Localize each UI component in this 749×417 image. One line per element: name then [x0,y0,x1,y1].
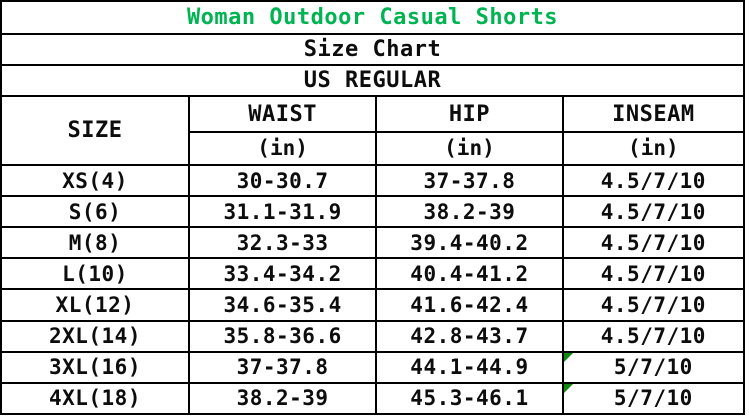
hip-cell: 37-37.8 [375,164,564,198]
inseam-cell: 4.5/7/10 [561,288,746,322]
table-row: 3XL(16) 37-37.8 44.1-44.9 5/7/10 [0,350,746,384]
waist-cell: 32.3-33 [187,226,378,260]
hip-cell: 44.1-44.9 [375,350,564,384]
size-cell: XS(4) [0,164,190,198]
hip-cell: 38.2-39 [375,195,564,229]
hip-cell: 42.8-43.7 [375,319,564,353]
hip-unit-label: (in) [375,130,564,167]
hip-cell: 39.4-40.2 [375,226,564,260]
hip-cell: 45.3-46.1 [375,381,564,416]
inseam-cell: 5/7/10 [561,350,746,384]
inseam-unit-label: (in) [561,130,746,167]
region-label: US REGULAR [0,64,745,98]
size-cell: 2XL(14) [0,319,190,353]
page-title: Woman Outdoor Casual Shorts [0,0,745,36]
cell-corner-flag-icon [564,384,573,393]
size-cell: M(8) [0,226,190,260]
inseam-cell: 4.5/7/10 [561,226,746,260]
waist-cell: 30-30.7 [187,164,378,198]
subtitle-row: Size Chart [0,33,745,67]
waist-cell: 33.4-34.2 [187,257,378,291]
size-cell: 3XL(16) [0,350,190,384]
size-cell: L(10) [0,257,190,291]
column-header-row: SIZE WAIST HIP INSEAM [0,95,746,167]
inseam-cell: 5/7/10 [561,381,746,416]
table-row: XS(4) 30-30.7 37-37.8 4.5/7/10 [0,164,746,198]
size-column-header: SIZE [0,95,190,167]
hip-cell: 40.4-41.2 [375,257,564,291]
size-cell: S(6) [0,195,190,229]
inseam-cell: 4.5/7/10 [561,257,746,291]
waist-cell: 37-37.8 [187,350,378,384]
unit-row: (in) (in) (in) [1,130,746,167]
waist-cell: 31.1-31.9 [187,195,378,229]
table-row: L(10) 33.4-34.2 40.4-41.2 4.5/7/10 [0,257,746,291]
hip-cell: 41.6-42.4 [375,288,564,322]
inseam-value: 5/7/10 [613,386,693,411]
table-row: M(8) 32.3-33 39.4-40.2 4.5/7/10 [0,226,746,260]
inseam-cell: 4.5/7/10 [561,195,746,229]
inseam-value: 5/7/10 [613,355,693,380]
table-row: 4XL(18) 38.2-39 45.3-46.1 5/7/10 [0,381,746,416]
waist-cell: 34.6-35.4 [187,288,378,322]
title-row: Woman Outdoor Casual Shorts [0,0,745,36]
inseam-cell: 4.5/7/10 [561,319,746,353]
waist-cell: 35.8-36.6 [187,319,378,353]
size-cell: 4XL(18) [0,381,190,416]
waist-cell: 38.2-39 [187,381,378,416]
waist-unit-label: (in) [187,130,378,167]
waist-column-header: WAIST [187,95,378,133]
size-cell: XL(12) [0,288,190,322]
inseam-column-header: INSEAM [561,95,746,133]
region-row: US REGULAR [0,64,745,98]
hip-column-header: HIP [375,95,564,133]
table-row: S(6) 31.1-31.9 38.2-39 4.5/7/10 [0,195,746,229]
size-chart-heading: Size Chart [0,33,745,67]
table-row: 2XL(14) 35.8-36.6 42.8-43.7 4.5/7/10 [0,319,746,353]
cell-corner-flag-icon [564,353,573,362]
table-row: XL(12) 34.6-35.4 41.6-42.4 4.5/7/10 [0,288,746,322]
inseam-cell: 4.5/7/10 [561,164,746,198]
